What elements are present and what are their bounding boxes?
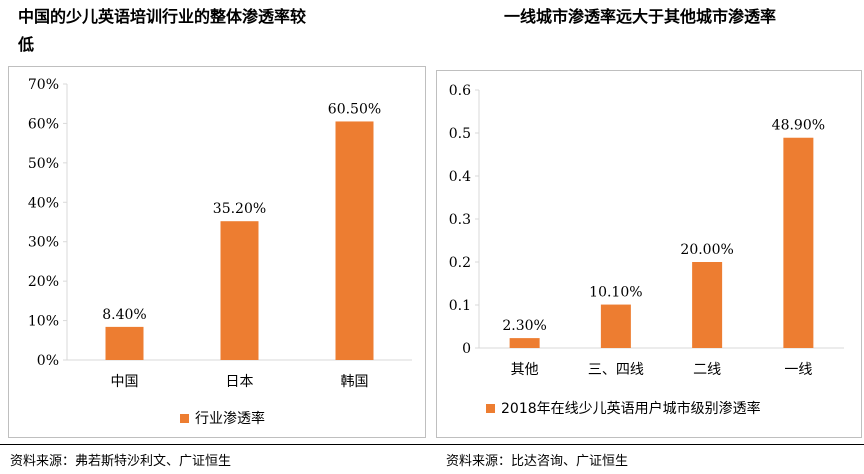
right-data-label: 48.90% (772, 118, 825, 134)
left-data-label: 8.40% (102, 307, 146, 323)
left-legend-swatch (180, 413, 189, 423)
right-chart-frame (436, 70, 862, 438)
left-category-label: 韩国 (341, 374, 369, 390)
right-legend-swatch (486, 403, 495, 413)
left-legend: 行业渗透率 (180, 408, 265, 428)
right-chart-title: 一线城市渗透率远大于其他城市渗透率 (504, 7, 777, 26)
left-y-tick-label: 10% (28, 314, 59, 330)
right-bar-chart: 0 0.1 0.2 0.3 0.4 0.5 0.6 2.30% 其他 10.10% 三、四线 20.0… (449, 83, 844, 378)
right-y-tick-label: 0.6 (449, 83, 471, 99)
left-y-tick-label: 30% (28, 235, 59, 251)
right-data-label: 2.30% (502, 318, 546, 334)
left-bar (105, 326, 144, 360)
left-y-tick-label: 20% (28, 274, 59, 290)
right-y-tick-label: 0 (462, 341, 471, 357)
right-y-tick-label: 0.5 (449, 126, 471, 142)
left-y-tick-label: 50% (28, 156, 59, 172)
right-category-label: 一线 (784, 362, 812, 378)
left-chart-panel: 中国的少儿英语培训行业的整体渗透率较 低 0% 10% 20% 30% 40% 50% 60… (8, 7, 426, 438)
left-bar (335, 121, 374, 360)
right-bar (692, 262, 723, 348)
left-y-tick-label: 60% (28, 116, 59, 132)
right-legend: 2018年在线少儿英语用户城市级别渗透率 (486, 398, 761, 418)
right-category-label: 三、四线 (588, 362, 644, 378)
left-y-tick-label: 0% (37, 353, 59, 369)
right-bar (600, 304, 631, 348)
right-bar (783, 137, 814, 348)
right-chart-panel: 一线城市渗透率远大于其他城市渗透率 0 0.1 0.2 0.3 0.4 0.5 0.6 2.3… (432, 0, 864, 474)
right-data-label: 20.00% (680, 242, 733, 258)
right-category-label: 二线 (693, 362, 721, 378)
footer-divider (0, 444, 864, 445)
right-y-tick-label: 0.4 (449, 169, 471, 185)
right-y-tick-label: 0.3 (449, 212, 471, 228)
left-bar-chart: 0% 10% 20% 30% 40% 50% 60% 70% 8.40% 中国 35.20% 日本 60… (28, 77, 412, 390)
left-legend-label: 行业渗透率 (195, 411, 265, 427)
left-data-label: 60.50% (328, 101, 381, 117)
left-category-label: 日本 (226, 374, 254, 390)
left-bar (220, 221, 259, 360)
left-chart-frame (8, 66, 426, 438)
left-chart-title: 中国的少儿英语培训行业的整体渗透率较 (18, 7, 307, 26)
right-y-tick-label: 0.1 (449, 298, 471, 314)
right-bar (509, 338, 540, 348)
right-legend-label: 2018年在线少儿英语用户城市级别渗透率 (501, 401, 761, 417)
left-chart-title-continued: 低 (18, 35, 35, 54)
right-data-label: 10.10% (589, 285, 642, 301)
left-data-label: 35.20% (213, 201, 266, 217)
right-category-label: 其他 (511, 362, 539, 378)
right-y-tick-label: 0.2 (449, 255, 471, 271)
left-category-label: 中国 (111, 374, 139, 390)
left-y-tick-label: 40% (28, 195, 59, 211)
left-y-tick-label: 70% (28, 77, 59, 93)
left-source-note: 资料来源：弗若斯特沙利文、广证恒生 (10, 454, 232, 469)
right-source-note: 资料来源：比达咨询、广证恒生 (446, 454, 629, 469)
